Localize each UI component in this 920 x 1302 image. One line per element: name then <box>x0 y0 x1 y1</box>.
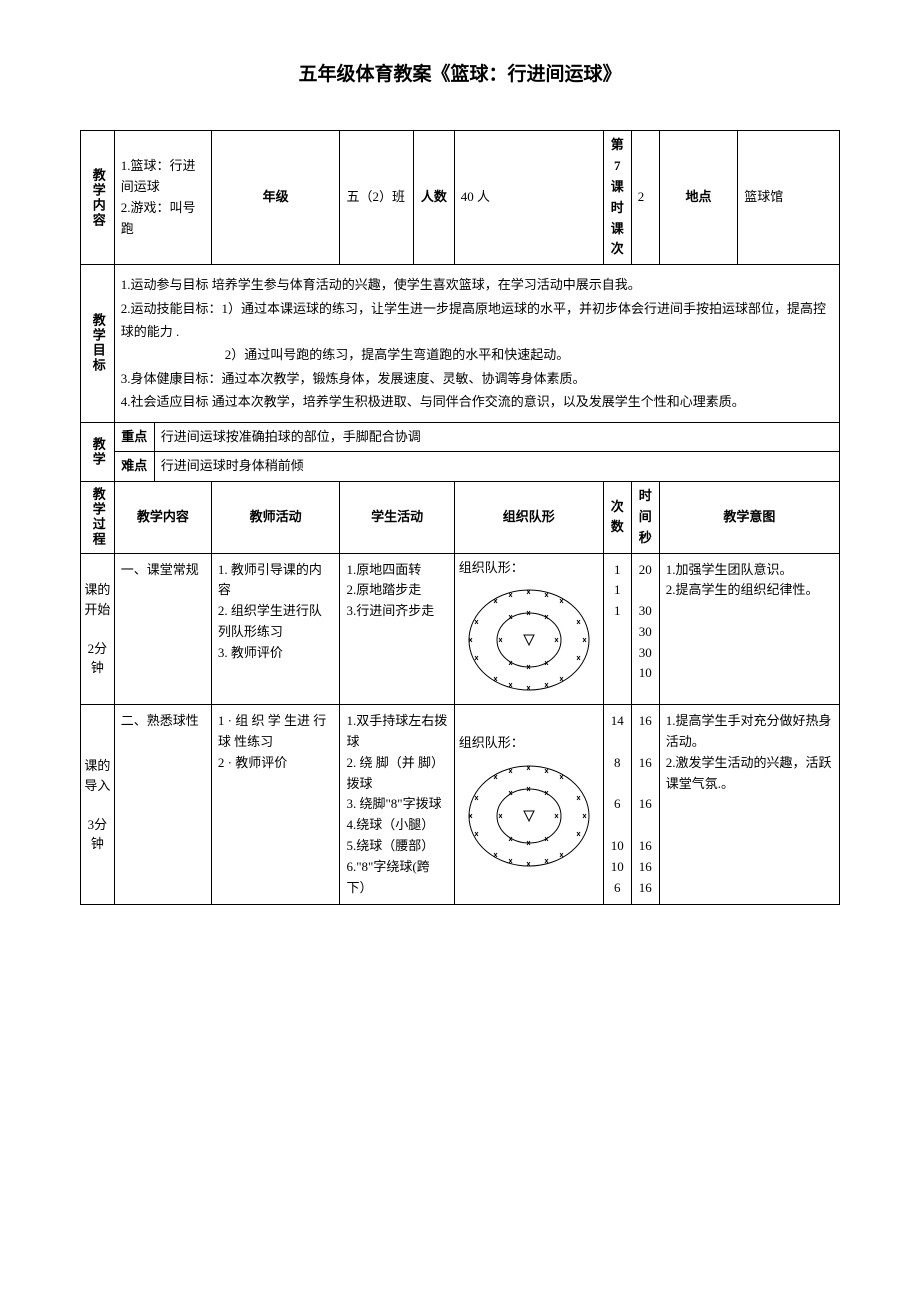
location-value: 篮球馆 <box>738 131 840 265</box>
formation-diagram-icon <box>459 580 599 700</box>
location-label: 地点 <box>659 131 738 265</box>
phase1-reps: 1 1 1 <box>603 553 631 705</box>
phase2-formation: 组织队形： <box>454 705 603 905</box>
formation-diagram-icon <box>459 756 599 876</box>
phase1-formation: 组织队形： <box>454 553 603 705</box>
phase2-time: 16 16 16 16 16 16 <box>631 705 659 905</box>
diff-label: 难点 <box>114 452 154 482</box>
phase2-purpose: 1.提高学生手对充分做好热身活动。 2.激发学生活动的兴趣，活跃课堂气氛.。 <box>659 705 839 905</box>
grade-label: 年级 <box>211 131 340 265</box>
goals-label: 教学目标 <box>81 265 115 422</box>
session-label: 第 7 课时课次 <box>603 131 631 265</box>
key-label: 重点 <box>114 422 154 452</box>
key-text: 行进间运球按准确拍球的部位，手脚配合协调 <box>154 422 839 452</box>
col5-header: 次数 <box>603 482 631 553</box>
col4-header: 组织队形 <box>454 482 603 553</box>
phase2-reps: 14 8 6 10 10 6 <box>603 705 631 905</box>
col2-header: 教师活动 <box>211 482 340 553</box>
content-text: 1.篮球：行进间运球 2.游戏：叫号跑 <box>114 131 211 265</box>
page-title: 五年级体育教案《篮球：行进间运球》 <box>80 60 840 90</box>
phase1-student: 1.原地四面转 2.原地踏步走 3.行进间齐步走 <box>340 553 454 705</box>
col6-header: 时间秒 <box>631 482 659 553</box>
phase2-teacher: 1 · 组 织 学 生进 行 球 性练习 2 · 教师评价 <box>211 705 340 905</box>
col7-header: 教学意图 <box>659 482 839 553</box>
goals-text: 1.运动参与目标 培养学生参与体育活动的兴趣，使学生喜欢篮球，在学习活动中展示自… <box>114 265 839 422</box>
phase1-teacher: 1. 教师引导课的内容 2. 组织学生进行队列队形练习 3. 教师评价 <box>211 553 340 705</box>
grade-value: 五（2）班 <box>340 131 414 265</box>
phase2-label: 课的导入 3分钟 <box>81 705 115 905</box>
col1-header: 教学内容 <box>114 482 211 553</box>
phase1-time: 20 30 30 30 10 <box>631 553 659 705</box>
session-value: 2 <box>631 131 659 265</box>
diff-text: 行进间运球时身体稍前倾 <box>154 452 839 482</box>
phase1-content: 一、课堂常规 <box>114 553 211 705</box>
col3-header: 学生活动 <box>340 482 454 553</box>
phase1-purpose: 1.加强学生团队意识。 2.提高学生的组织纪律性。 <box>659 553 839 705</box>
count-label: 人数 <box>414 131 455 265</box>
content-label: 教学内容 <box>81 131 115 265</box>
count-value: 40 人 <box>454 131 603 265</box>
lesson-plan-table: 教学内容 1.篮球：行进间运球 2.游戏：叫号跑 年级 五（2）班 人数 40 … <box>80 130 840 905</box>
keypoints-main-label: 教学 <box>81 422 115 482</box>
process-label: 教学过程 <box>81 482 115 553</box>
phase1-label: 课的开始 2分钟 <box>81 553 115 705</box>
phase2-content: 二、熟悉球性 <box>114 705 211 905</box>
phase2-student: 1.双手持球左右拨球 2. 绕 脚（并 脚）拨球 3. 绕脚"8"字拨球 4.绕… <box>340 705 454 905</box>
